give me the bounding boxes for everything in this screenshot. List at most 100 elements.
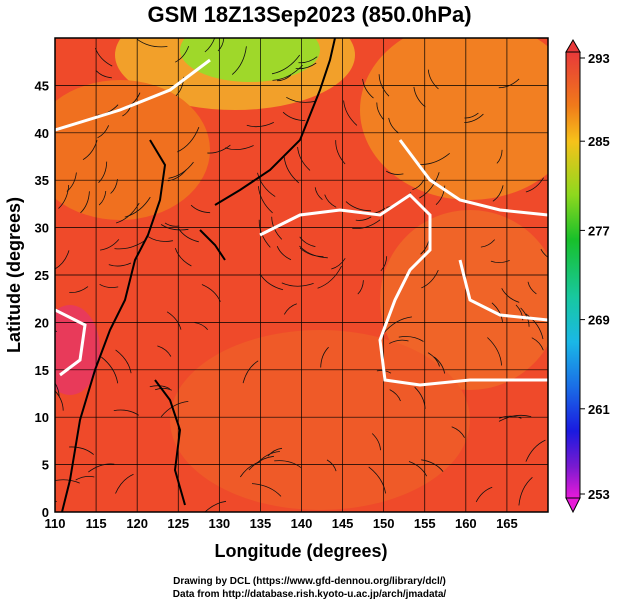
x-tick-label: 150: [373, 516, 395, 531]
streamline: [433, 356, 445, 374]
streamline: [160, 401, 189, 417]
streamline: [55, 250, 70, 270]
x-tick-label: 155: [414, 516, 436, 531]
wind-streamlines: [55, 38, 548, 512]
x-axis-label: Longitude (degrees): [214, 541, 387, 561]
streamline: [435, 185, 446, 205]
streamline: [248, 455, 274, 471]
temperature-field: [55, 38, 548, 512]
streamline: [190, 204, 211, 214]
streamline: [272, 64, 303, 81]
y-tick-label: 25: [35, 268, 49, 283]
y-tick-label: 30: [35, 221, 49, 236]
streamline: [427, 69, 439, 90]
streamline: [371, 433, 381, 451]
graticule: [55, 38, 548, 512]
streamline: [298, 56, 318, 64]
streamline: [201, 284, 221, 302]
streamline: [80, 191, 90, 214]
streamline: [475, 486, 493, 503]
streamline: [326, 459, 337, 472]
colorbar-label: 269: [588, 313, 610, 328]
streamline: [281, 282, 314, 287]
streamline: [157, 345, 172, 357]
streamline: [531, 337, 544, 351]
x-tick-label: 140: [291, 516, 313, 531]
streamline: [421, 459, 444, 472]
colorbar-ticks: 293 285 277 269 261 253: [580, 51, 610, 502]
streamline: [168, 161, 194, 179]
isotherms: [55, 58, 548, 387]
streamline: [251, 483, 282, 497]
streamline: [518, 476, 533, 506]
streamline: [480, 239, 495, 248]
streamline: [297, 146, 311, 171]
y-axis-label: Latitude (degrees): [4, 197, 24, 353]
streamline: [160, 224, 189, 231]
streamline: [55, 479, 80, 484]
y-tick-label: 15: [35, 363, 49, 378]
streamline: [398, 336, 424, 342]
x-tick-label: 115: [86, 516, 107, 531]
streamline: [97, 125, 109, 139]
streamline: [498, 78, 520, 89]
footer-source: Data from http://database.rish.kyoto-u.a…: [172, 589, 447, 600]
streamline: [385, 170, 404, 175]
streamline: [414, 386, 426, 409]
streamline: [335, 140, 346, 165]
streamline: [418, 152, 450, 165]
streamline: [355, 216, 372, 221]
streamline: [331, 258, 346, 270]
streamline: [147, 236, 173, 242]
streamline: [164, 222, 180, 227]
streamline: [299, 236, 316, 247]
streamline: [98, 161, 108, 183]
streamline: [343, 100, 358, 126]
streamline: [498, 414, 532, 422]
streamline: [239, 461, 261, 478]
streamline: [276, 74, 292, 82]
streamline: [324, 194, 337, 208]
streamline: [357, 280, 364, 295]
y-tick-label: 0: [42, 505, 49, 520]
streamline: [267, 447, 283, 457]
streamline: [69, 446, 94, 455]
streamline: [99, 283, 119, 288]
streamline: [100, 239, 120, 251]
streamline: [501, 288, 520, 303]
streamline: [451, 426, 465, 438]
plot-frame: [54, 37, 549, 513]
streamline: [498, 415, 522, 419]
streamline: [314, 187, 323, 201]
y-axis: 0 5 10 15 20 25 30 35 40 45: [35, 78, 49, 520]
x-tick-label: 120: [126, 516, 148, 531]
streamline: [115, 349, 132, 374]
streamline: [98, 190, 107, 206]
map-plot: 110 115 120 125 130 135 140 145 150 155 160 165 0 5 1…: [4, 37, 610, 561]
streamline: [378, 74, 390, 97]
streamline: [525, 177, 544, 193]
streamline: [194, 38, 196, 39]
streamline: [388, 117, 399, 134]
streamline: [362, 78, 374, 99]
streamline: [389, 339, 409, 344]
streamline: [258, 186, 273, 214]
streamline: [491, 302, 503, 323]
chart-title: GSM 18Z13Sep2023 (850.0hPa): [147, 2, 472, 27]
y-tick-label: 45: [35, 78, 49, 93]
streamline: [207, 144, 231, 154]
streamline: [496, 149, 503, 164]
streamline: [464, 112, 479, 119]
streamline: [412, 180, 424, 191]
streamline: [115, 473, 134, 494]
streamline: [282, 111, 306, 121]
streamline: [246, 122, 274, 128]
x-tick-label: 130: [208, 516, 230, 531]
streamline: [124, 196, 151, 218]
streamline: [177, 126, 200, 153]
y-tick-label: 40: [35, 126, 49, 141]
streamline: [178, 228, 199, 243]
streamline: [283, 303, 297, 315]
streamline: [299, 247, 324, 257]
y-tick-label: 35: [35, 173, 49, 188]
